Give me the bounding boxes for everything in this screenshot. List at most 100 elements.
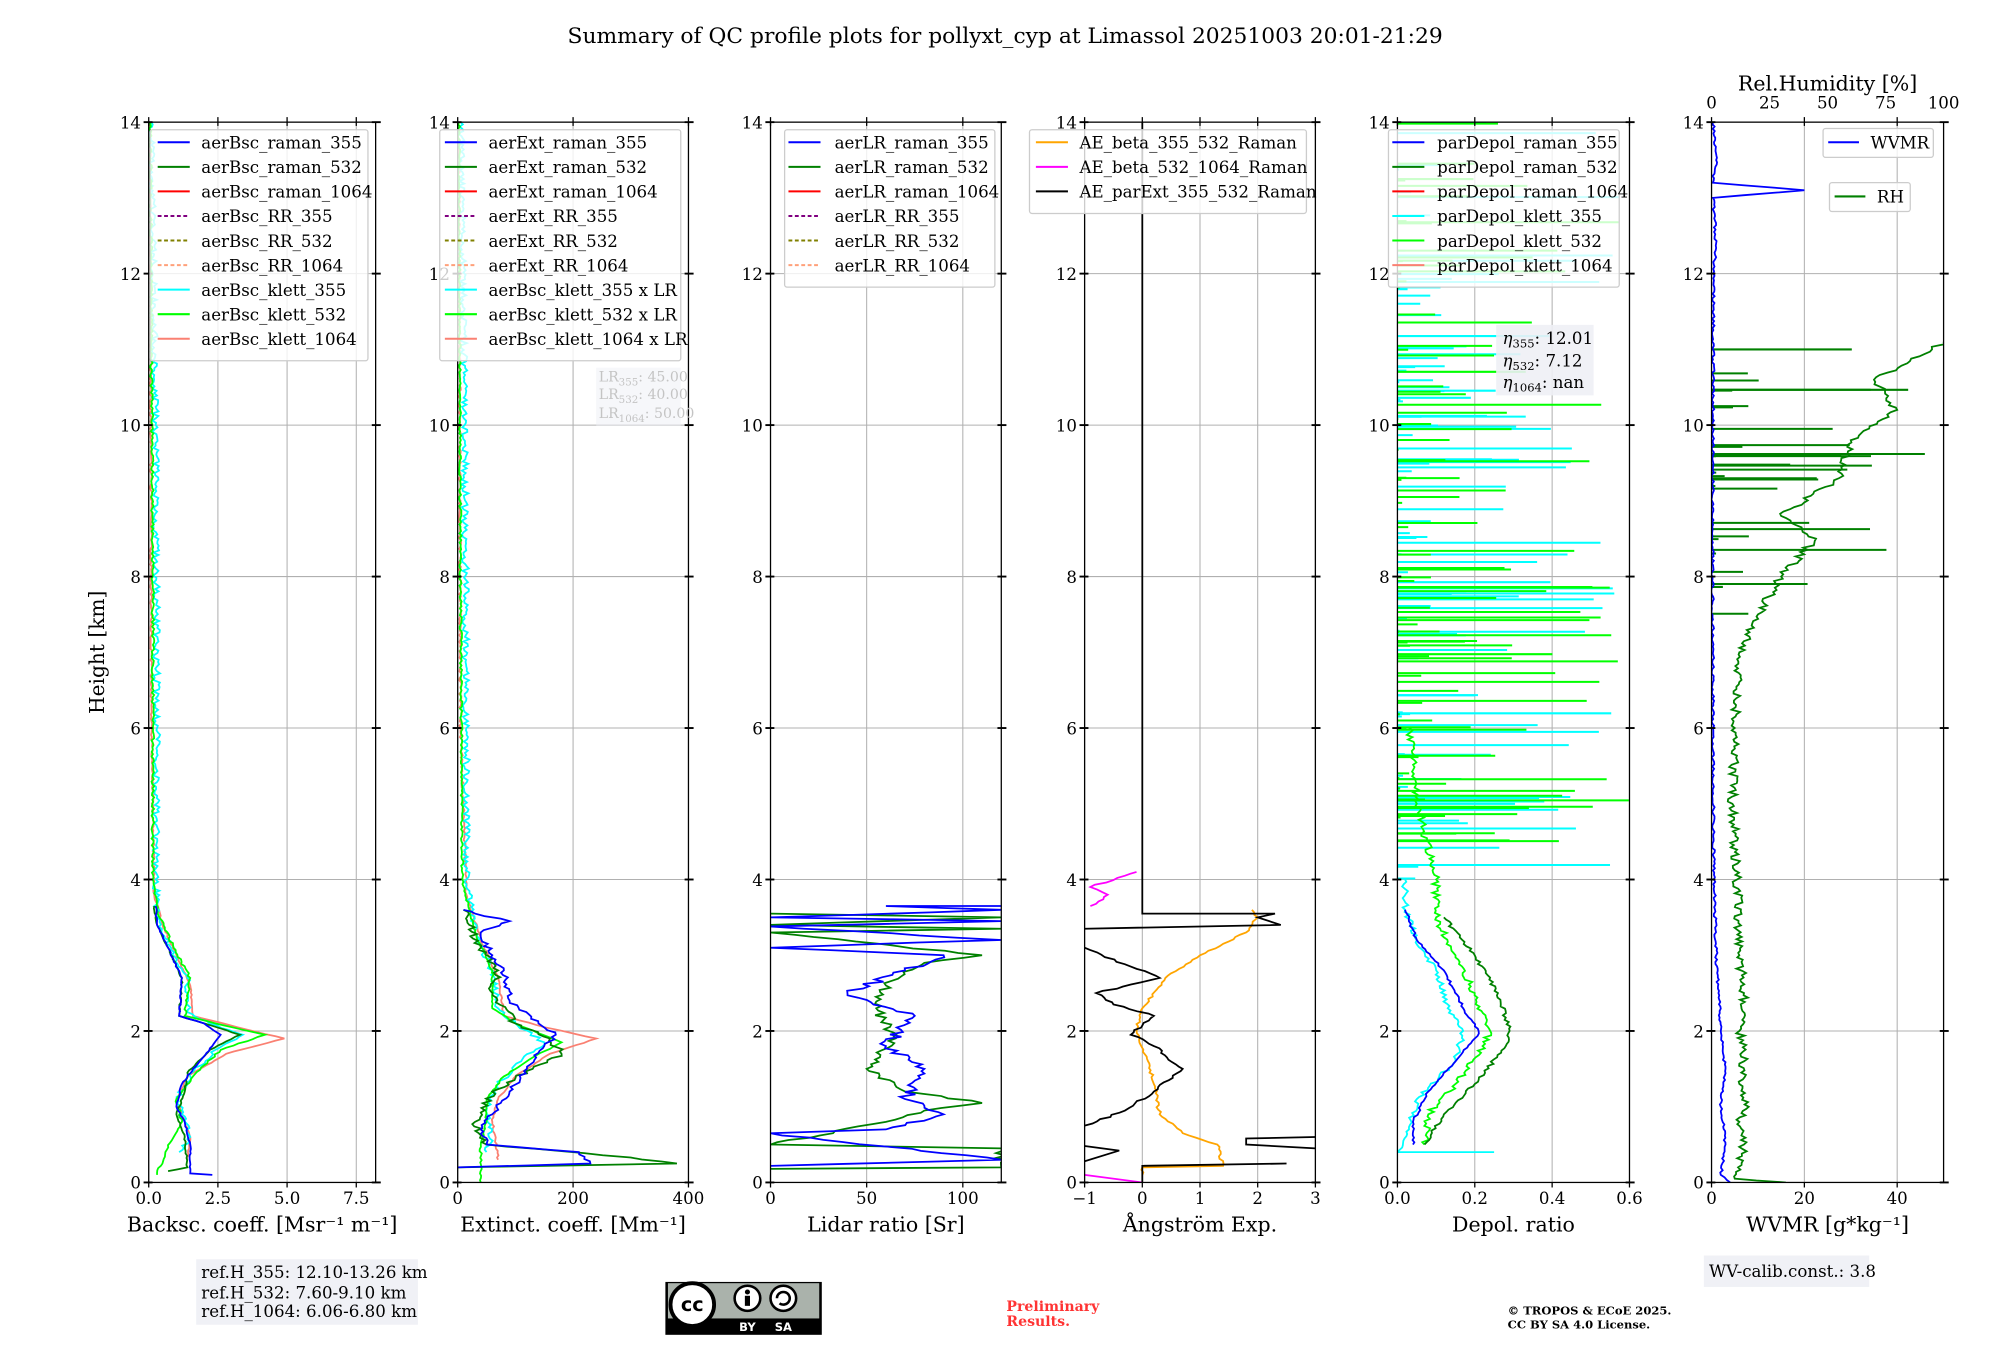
legend-label: WVMR [1871,134,1930,153]
x-axis-label: Depol. ratio [1452,1213,1575,1237]
y-tick-label: 6 [752,719,763,738]
x-tick-label: 0 [452,1189,463,1208]
legend-label: AE_beta_355_532_Raman [1078,134,1297,153]
lr-info-background [596,367,681,426]
y-tick-label: 8 [1066,568,1077,587]
y-tick-label: 6 [1693,719,1704,738]
legend-box [1822,127,1934,159]
legend-label: aerBsc_RR_532 [201,232,332,251]
y-tick-label: 14 [1056,114,1077,133]
panel-2: 024681012140200400Extinct. coeff. [Mm⁻¹]… [429,114,705,1237]
series-AE_parExt_355_532_Raman_d [1084,946,1185,1127]
legend: aerBsc_raman_355 aerBsc_raman_532 aerBsc_r… [149,129,372,362]
axes-frame [1396,121,1631,1184]
legend: aerLR_raman_355 aerLR_raman_532 aerLR_rama… [783,129,1000,288]
series-AE_parExt_355_532_Raman [1084,1145,1120,1163]
legend: AE_beta_355_532_Raman AE_beta_532_1064_Ra… [1028,129,1317,215]
y-tick-label: 0 [439,1174,450,1193]
x-tick-label: 3 [1310,1189,1321,1208]
series-aerLR_raman_355 [770,905,1002,1167]
x-tick-label: 0 [1706,1189,1717,1208]
eta-info-532: η532: 7.12 [1503,352,1583,374]
y-tick-label: 10 [1369,417,1390,436]
axes-frame [769,121,1002,1184]
copyright-note: © TROPOS & ECoE 2025. CC BY SA 4.0 Licens… [1508,1304,1672,1332]
legend: parDepol_raman_355 parDepol_raman_532 parD… [1387,129,1628,288]
series-AE_parExt_355_532_Raman_e [1084,122,1282,930]
x-tick-label: 2.5 [205,1189,231,1208]
x-tick-label: 1 [1195,1189,1206,1208]
ref-height-355: ref.H_355: 12.10-13.26 km [201,1263,428,1282]
x-tick-label: 0.4 [1539,1189,1565,1208]
y-tick-label: 10 [429,417,450,436]
x-tick-label: 0.6 [1616,1189,1642,1208]
x-axis-label: Ångström Exp. [1122,1212,1277,1237]
x-axis-label: Backsc. coeff. [Msr⁻¹ m⁻¹] [127,1213,398,1237]
series-parDepol_klett_532 [1404,727,1493,1146]
cc-icon-text: cc [681,1294,704,1316]
series-WVMR [1711,122,1805,1183]
x-tick-label: 2 [1252,1189,1263,1208]
legend-label: aerBsc_RR_1064 [201,257,343,276]
x-axis-label: Extinct. coeff. [Mm⁻¹] [460,1213,686,1237]
legend-label: aerExt_RR_355 [488,207,617,226]
legend-label: aerLR_RR_355 [835,207,960,226]
series-group [1397,122,1629,1153]
top-x-axis-label: Rel.Humidity [%] [1738,72,1917,96]
y-tick-label: 4 [752,871,763,890]
legend-label: aerExt_raman_1064 [488,183,657,202]
eta-info-box: η355: 12.01 η532: 7.12 η1064: nan [1496,324,1594,396]
x-axis-label: Lidar ratio [Sr] [807,1213,964,1237]
series-AE_beta_532_1064_Raman [1084,1174,1143,1183]
legend-label: parDepol_raman_532 [1437,158,1617,177]
y-tick-label: 6 [130,719,141,738]
y-tick-label: 8 [439,568,450,587]
series-aerBsc_raman_355 [154,905,222,1176]
legend-label: aerLR_raman_1064 [835,183,1000,202]
share-alike-icon [769,1284,798,1313]
x-tick-label: 0 [1137,1189,1148,1208]
y-tick-label: 2 [1379,1022,1390,1041]
y-tick-label: 2 [752,1022,763,1041]
legend-label: aerBsc_klett_1064 [201,330,357,349]
lr-info-355: LR355: 45.00 [599,370,688,389]
legend-label: RH [1877,188,1904,207]
wv-calibration-box: WV-calib.const.: 3.8 [1703,1255,1876,1287]
x-tick-label: 100 [947,1189,979,1208]
y-tick-label: 2 [1066,1022,1077,1041]
y-tick-label: 8 [1379,568,1390,587]
y-tick-label: 12 [1056,265,1077,284]
legend-label: aerExt_raman_532 [488,158,647,177]
x-tick-label: −1 [1072,1189,1097,1208]
legend-label: parDepol_raman_355 [1437,134,1617,153]
y-tick-label: 4 [1066,871,1077,890]
y-tick-label: 0 [130,1174,141,1193]
series-parDepol_raman_532 [1423,916,1512,1146]
y-tick-label: 8 [130,568,141,587]
y-tick-label: 6 [1066,719,1077,738]
top-x-tick-label: 25 [1759,93,1780,112]
series-parDepol_raman_355 [1404,909,1480,1146]
y-tick-label: 14 [120,114,141,133]
lr-info-532: LR532: 40.00 [599,387,688,406]
y-tick-label: 4 [1693,871,1704,890]
y-tick-label: 14 [1683,114,1704,133]
lr-info-box: LR355: 45.00 LR532: 40.00 LR1064: 50.00 [596,367,694,426]
series-aerExt_raman_355 [457,908,592,1169]
y-tick-label: 10 [742,417,763,436]
y-tick-label: 8 [1693,568,1704,587]
series-group [1711,122,1944,1183]
eta-info-1064: η1064: nan [1503,373,1585,395]
series-AE_beta_532_1064_Raman_upper [1088,871,1137,907]
y-tick-label: 14 [742,114,763,133]
y-tick-label: 2 [1693,1022,1704,1041]
axes-frame [148,121,377,1184]
ref-heights-background [196,1259,418,1325]
legend-label: aerLR_raman_355 [835,134,989,153]
top-x-tick-label: 100 [1928,93,1960,112]
legend-label: aerBsc_raman_355 [201,134,362,153]
y-tick-label: 4 [439,871,450,890]
legend-label: aerExt_raman_355 [488,134,647,153]
legend-box [1028,129,1308,215]
